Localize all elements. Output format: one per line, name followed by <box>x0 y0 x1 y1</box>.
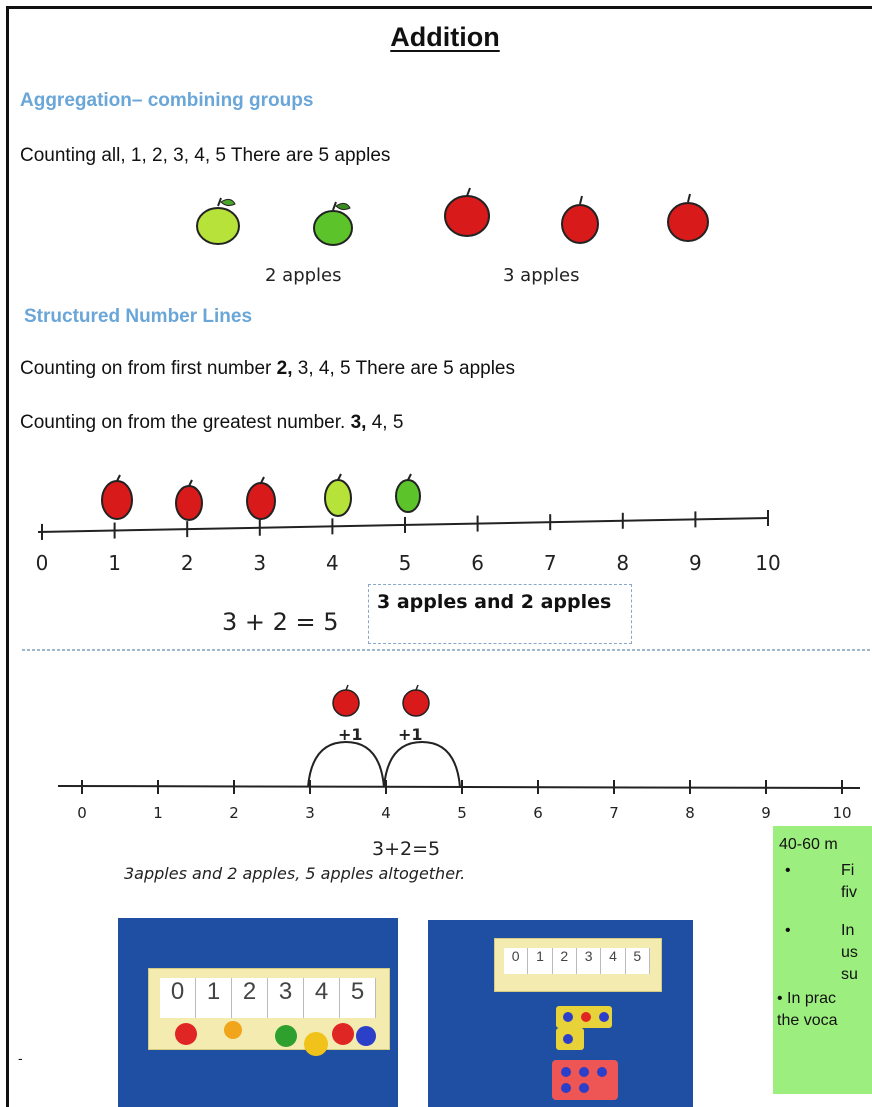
apple-icon <box>175 479 203 521</box>
caption-2-apples: 2 apples <box>265 265 342 286</box>
apple-icon <box>324 473 352 517</box>
caption-3-apples: 3 apples <box>503 265 580 286</box>
page-border <box>6 6 872 1107</box>
apple-icon <box>395 473 421 513</box>
tick-label: 6 <box>533 804 543 822</box>
structured-number-lines-heading: Structured Number Lines <box>24 306 253 327</box>
apple-icon <box>561 195 599 244</box>
aggregation-heading: Aggregation– combining groups <box>20 90 314 111</box>
tick-label: 10 <box>832 804 851 822</box>
apple-icon <box>101 474 133 520</box>
apple-icon <box>313 201 353 246</box>
apple-icon <box>402 684 430 717</box>
text-box-3-and-2-apples: 3 apples and 2 apples <box>368 584 632 644</box>
tick-label: 3 <box>253 551 266 575</box>
jump-label-2: +1 <box>398 725 423 744</box>
altogether-sentence: 3apples and 2 apples, 5 apples altogethe… <box>124 864 466 883</box>
tick-label: 4 <box>326 551 339 575</box>
equation-1: 3 + 2 = 5 <box>222 608 339 636</box>
tick-label: 7 <box>544 551 557 575</box>
apple-icon <box>196 197 240 245</box>
tick-label: 3 <box>305 804 315 822</box>
tick-label: 9 <box>689 551 702 575</box>
tick-label: 0 <box>36 551 49 575</box>
tick-label: 1 <box>153 804 163 822</box>
stray-mark: - <box>18 1050 23 1066</box>
tick-label: 10 <box>755 551 780 575</box>
apple-icon <box>332 684 360 717</box>
tick-label: 8 <box>685 804 695 822</box>
tick-label: 4 <box>381 804 391 822</box>
apple-icon <box>246 476 276 520</box>
numicon-illustration <box>552 1006 618 1100</box>
tick-label: 5 <box>399 551 412 575</box>
tick-label: 2 <box>181 551 194 575</box>
tick-label: 0 <box>77 804 87 822</box>
tick-label: 8 <box>616 551 629 575</box>
apple-icon <box>444 187 490 237</box>
equation-2: 3+2=5 <box>372 838 441 860</box>
tick-label: 7 <box>609 804 619 822</box>
tick-label: 1 <box>108 551 121 575</box>
tick-label: 5 <box>457 804 467 822</box>
cubes-illustration <box>175 1021 376 1056</box>
apple-icon <box>667 193 709 242</box>
tick-label: 2 <box>229 804 239 822</box>
counting-on-greatest-text: Counting on from the greatest number. 3,… <box>20 412 404 433</box>
tick-label: 6 <box>471 551 484 575</box>
counting-on-first-text: Counting on from first number 2, 3, 4, 5… <box>20 358 516 379</box>
jump-label-1: +1 <box>338 725 363 744</box>
tick-label: 9 <box>761 804 771 822</box>
page-title: Addition <box>390 22 500 52</box>
counting-all-text: Counting all, 1, 2, 3, 4, 5 There are 5 … <box>20 145 391 166</box>
early-learning-goals-box: 40-60 m • Fi fiv • In us su • In prac th… <box>773 826 872 1094</box>
